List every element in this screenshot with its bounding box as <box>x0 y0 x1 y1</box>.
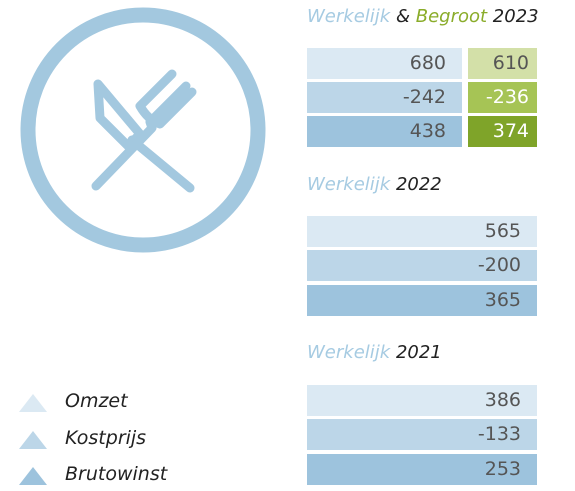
actual-cell: -242 <box>307 82 462 113</box>
actual-cell: 253 <box>307 454 537 485</box>
actual-cell: 680 <box>307 48 462 79</box>
legend-swatch <box>19 467 47 485</box>
heading-actual: Werkelijk <box>307 6 391 27</box>
heading-year: 2022 <box>395 174 442 195</box>
heading-actual: Werkelijk <box>307 342 391 363</box>
icon <box>20 7 266 253</box>
actual-cell: -200 <box>307 250 537 281</box>
cutlery <box>91 69 197 193</box>
block-heading: Werkelijk & Begroot 2023 <box>307 6 539 27</box>
actual-cell: 438 <box>307 116 462 147</box>
budget-cell: 374 <box>468 116 537 147</box>
actual-cell: 386 <box>307 385 537 416</box>
heading-joiner: & <box>395 6 410 27</box>
actual-cell: -133 <box>307 419 537 450</box>
actual-cell: 365 <box>307 285 537 316</box>
legend-label: Omzet <box>65 390 128 412</box>
heading-budget: Begroot <box>415 6 488 27</box>
legend-label: Kostprijs <box>65 427 147 449</box>
legend-swatch <box>19 394 47 412</box>
budget-cell: 610 <box>468 48 537 79</box>
heading-year: 2021 <box>395 342 442 363</box>
actual-cell: 565 <box>307 216 537 247</box>
legend-triangle <box>19 394 47 412</box>
heading-year: 2023 <box>492 6 539 27</box>
block-heading: Werkelijk 2022 <box>307 174 442 195</box>
legend-swatch <box>19 431 47 449</box>
legend-label: Brutowinst <box>65 463 168 485</box>
budget-cell: -236 <box>468 82 537 113</box>
block-heading: Werkelijk 2021 <box>307 342 442 363</box>
legend-triangle <box>19 467 47 485</box>
heading-actual: Werkelijk <box>307 174 391 195</box>
legend-triangle <box>19 431 47 449</box>
icon-circle <box>20 7 266 253</box>
